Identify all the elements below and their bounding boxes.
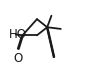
Text: O: O <box>13 52 22 65</box>
Text: HO: HO <box>8 28 27 41</box>
